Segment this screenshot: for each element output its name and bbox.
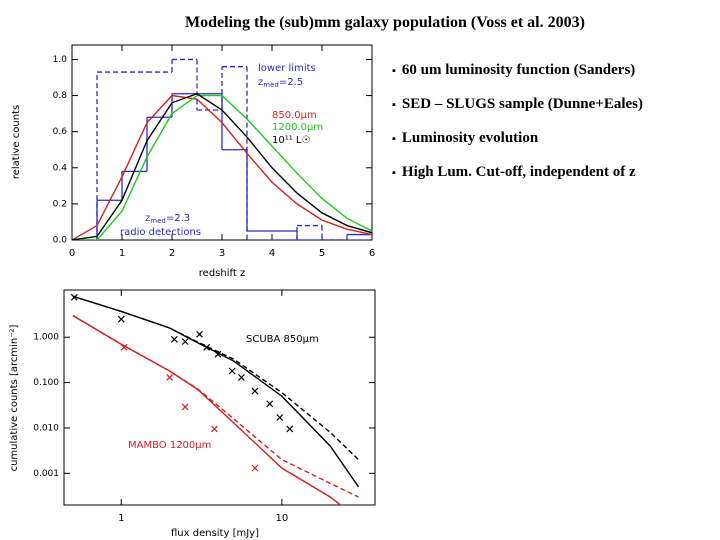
data-point	[251, 387, 259, 395]
annotation-part: =2.3	[166, 213, 190, 224]
x-tick-label: 6	[369, 248, 375, 259]
y-axis-label: cumulative counts [arcmin⁻²]	[9, 324, 20, 471]
x-tick-label: 10	[276, 513, 289, 524]
y-tick-label: 0.010	[33, 423, 59, 433]
annotation-sub: med	[263, 81, 279, 89]
x-tick-label: 0	[69, 248, 75, 259]
annotation-part: =2.5	[279, 77, 303, 88]
y-tick-label: 1.0	[53, 55, 68, 65]
annotation: zmed=2.5	[258, 77, 303, 89]
model-curve	[72, 314, 342, 505]
x-axis-label: flux density [mJy]	[171, 528, 259, 539]
plot-area	[72, 58, 372, 240]
legend-label: MAMBO 1200μm	[128, 440, 211, 451]
model-curve	[72, 295, 359, 461]
legend-label: SCUBA 850μm	[246, 334, 319, 345]
legend-label: 850.0μm	[272, 110, 317, 121]
y-tick-label: 0.6	[53, 127, 68, 137]
charts: 0 1 2 3 4 5 6 0.0 0.2 0.4 0.6 0.8 1.0 redshift z relat…	[9, 44, 376, 539]
data-point	[203, 343, 211, 351]
data-point	[214, 350, 222, 358]
plot-frame	[63, 289, 376, 506]
legend-label: 1200.0μm	[272, 122, 323, 133]
data-point	[286, 425, 294, 433]
data-point	[120, 343, 128, 351]
x-axis-label: redshift z	[199, 268, 245, 279]
data-point	[238, 373, 245, 381]
legend-label: 10¹¹ L☉	[272, 135, 310, 146]
data-point	[166, 373, 174, 381]
model-curve	[72, 314, 359, 498]
data-point	[251, 464, 259, 472]
data-point	[170, 335, 178, 343]
data-point	[196, 330, 203, 338]
x-tick-label: 1	[119, 248, 125, 259]
model-curve	[72, 295, 360, 488]
annotation-part: z	[258, 77, 263, 88]
data-point	[276, 414, 284, 421]
bullet-list: 60 um luminosity function (Sanders)SED –…	[392, 62, 643, 198]
legend-label: lower limits	[258, 63, 316, 74]
bullet: High Lum. Cut-off, independent of z	[392, 164, 643, 198]
x-tick-label: 4	[269, 248, 275, 259]
bullet: 60 um luminosity function (Sanders)	[392, 62, 643, 96]
model-curve	[72, 92, 372, 240]
data-point	[181, 338, 189, 346]
x-tick-label: 2	[169, 248, 175, 259]
x-tick-label: 1	[118, 513, 124, 524]
data-point	[210, 425, 218, 433]
x-tick-label: 5	[319, 248, 325, 259]
y-tick-label: 0.2	[53, 199, 67, 209]
y-tick-label: 0.8	[53, 91, 68, 101]
model-curve	[72, 94, 372, 240]
bullet: Luminosity evolution	[392, 130, 643, 164]
slide-title: Modeling the (sub)mm galaxy population (…	[185, 14, 585, 31]
annotation-sub: med	[150, 217, 166, 225]
data-point	[181, 403, 189, 411]
x-tick-label: 3	[219, 248, 225, 259]
y-axis-label: relative counts	[11, 105, 22, 179]
y-tick-label: 0.0	[53, 236, 68, 246]
plot-area	[70, 293, 360, 505]
model-curve	[72, 94, 372, 240]
data-point	[117, 315, 125, 323]
annotation: zmed=2.3	[145, 213, 190, 225]
y-tick-label: 0.4	[53, 163, 68, 173]
annotation-part: z	[145, 213, 150, 224]
legend-label: radio detections	[120, 227, 201, 238]
y-tick-label: 0.001	[33, 469, 59, 479]
y-tick-label: 0.100	[33, 378, 59, 388]
data-point	[266, 400, 274, 408]
data-point	[228, 367, 236, 375]
y-tick-label: 1.000	[33, 333, 59, 343]
data-point	[70, 293, 78, 301]
bullet: SED – SLUGS sample (Dunne+Eales)	[392, 96, 643, 130]
